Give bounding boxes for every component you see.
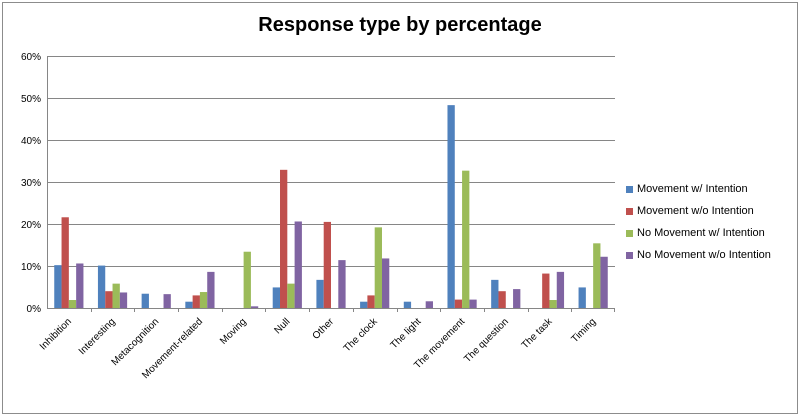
chart-legend: Movement w/ Intention Movement w/o Intent… — [626, 182, 796, 270]
bar-no-movement-w-intention — [243, 251, 251, 308]
bar-movement-w-intention — [447, 105, 455, 308]
bar-movement-w-intention — [185, 301, 193, 308]
legend-swatch — [626, 186, 633, 193]
bar-no-movement-w-o-intention — [381, 258, 390, 308]
y-tick-label: 0% — [27, 304, 42, 315]
bar-no-movement-w-o-intention — [338, 260, 346, 308]
bar-movement-w-intention — [54, 265, 62, 308]
bar-movement-w-o-intention — [280, 169, 288, 308]
bar-movement-w-intention — [272, 287, 281, 308]
bar-movement-w-o-intention — [323, 221, 331, 308]
legend-item: No Movement w/ Intention — [626, 226, 796, 248]
y-tick-label: 50% — [21, 94, 41, 105]
legend-item: No Movement w/o Intention — [626, 248, 796, 270]
bar-no-movement-w-o-intention — [600, 256, 608, 308]
x-tick-label: Moving — [218, 316, 249, 347]
legend-label: No Movement w/o Intention — [637, 249, 771, 261]
bar-no-movement-w-intention — [593, 243, 601, 308]
legend-label: No Movement w/ Intention — [637, 227, 765, 239]
bar-no-movement-w-o-intention — [250, 306, 259, 308]
legend-swatch — [626, 230, 633, 237]
bar-movement-w-o-intention — [61, 217, 69, 308]
chart-title: Response type by percentage — [258, 14, 542, 36]
legend-label: Movement w/ Intention — [637, 183, 748, 195]
x-tick-label: The light — [389, 316, 424, 351]
bar-no-movement-w-intention — [549, 300, 557, 308]
bar-movement-w-intention — [141, 293, 149, 308]
legend-swatch — [626, 208, 633, 215]
bar-movement-w-o-intention — [498, 291, 506, 308]
bar-movement-w-o-intention — [454, 299, 463, 308]
y-tick-label: 10% — [21, 262, 41, 273]
x-tick-label: The clock — [342, 316, 381, 355]
bar-movement-w-intention — [360, 301, 368, 308]
bar-no-movement-w-intention — [287, 283, 295, 308]
x-tick-label: Other — [311, 316, 337, 342]
legend-item: Movement w/o Intention — [626, 204, 796, 226]
bar-no-movement-w-intention — [68, 300, 77, 308]
bar-movement-w-o-intention — [105, 291, 113, 308]
bar-movement-w-o-intention — [542, 273, 550, 308]
x-tick-label: Timing — [570, 316, 599, 345]
bar-movement-w-intention — [578, 287, 586, 308]
x-tick-label: Interesting — [77, 316, 118, 357]
bar-no-movement-w-o-intention — [207, 271, 215, 308]
bar-no-movement-w-o-intention — [76, 263, 84, 308]
bar-movement-w-o-intention — [367, 295, 375, 308]
bar-no-movement-w-o-intention — [556, 271, 565, 308]
x-tick-label: Inhibition — [38, 316, 74, 352]
x-tick-label: The task — [520, 316, 556, 352]
bar-movement-w-intention — [403, 301, 412, 308]
y-tick-label: 20% — [21, 220, 41, 231]
bar-no-movement-w-intention — [112, 283, 120, 308]
bar-movement-w-o-intention — [192, 295, 200, 308]
y-tick-label: 30% — [21, 178, 41, 189]
bar-no-movement-w-intention — [199, 292, 208, 308]
x-tick-label: The question — [462, 316, 511, 365]
bar-no-movement-w-intention — [462, 170, 470, 308]
bar-no-movement-w-o-intention — [294, 221, 302, 308]
legend-item: Movement w/ Intention — [626, 182, 796, 204]
legend-swatch — [626, 252, 633, 259]
bar-no-movement-w-intention — [374, 227, 382, 308]
bar-no-movement-w-o-intention — [513, 289, 521, 308]
bar-no-movement-w-o-intention — [469, 299, 477, 308]
bar-movement-w-intention — [97, 265, 106, 308]
bar-movement-w-intention — [491, 279, 499, 308]
y-tick-label: 40% — [21, 136, 41, 147]
bar-no-movement-w-o-intention — [119, 292, 128, 308]
legend-label: Movement w/o Intention — [637, 205, 754, 217]
y-tick-label: 60% — [21, 52, 41, 63]
bar-movement-w-intention — [316, 279, 324, 308]
x-tick-label: Null — [272, 316, 292, 336]
bar-no-movement-w-o-intention — [425, 301, 433, 308]
bar-no-movement-w-o-intention — [163, 294, 171, 308]
